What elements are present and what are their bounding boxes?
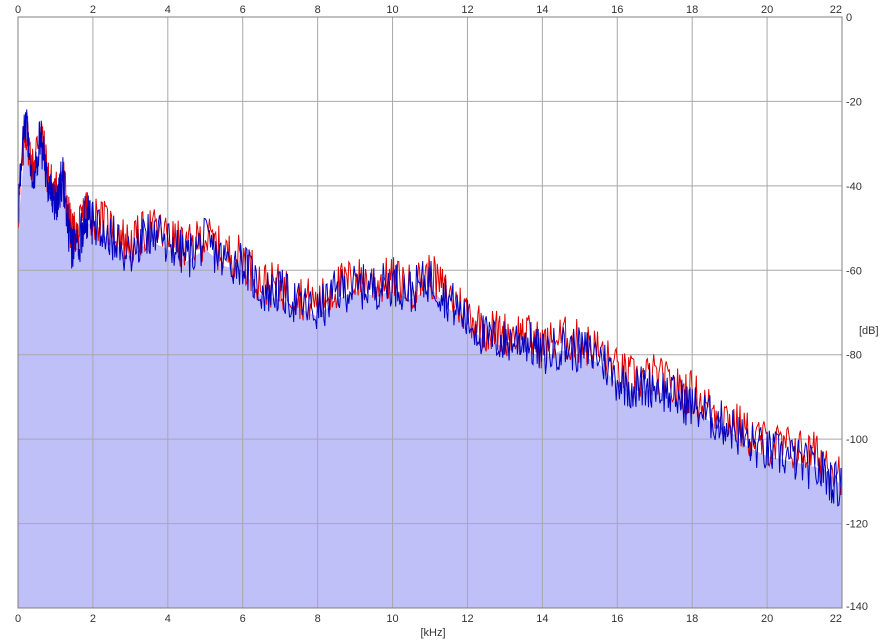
spectrum-fill: [18, 139, 842, 608]
x-tick-label-bottom: 4: [165, 613, 171, 625]
x-tick-label-top: 8: [315, 4, 321, 16]
y-tick-label: 0: [846, 12, 852, 24]
x-tick-label-top: 16: [611, 4, 623, 16]
y-tick-label: -60: [846, 265, 862, 277]
y-tick-label: -80: [846, 350, 862, 362]
y-axis-label: [dB]: [859, 325, 879, 337]
y-tick-label: -40: [846, 181, 862, 193]
x-tick-label-top: 22: [830, 4, 842, 16]
x-tick-label-top: 2: [90, 4, 96, 16]
plot-frame: [17, 16, 843, 609]
x-tick-label-bottom: 18: [686, 613, 698, 625]
series-lines: [17, 109, 843, 507]
x-tick-label-bottom: 8: [315, 613, 321, 625]
area-fill: [18, 139, 842, 608]
x-tick-label-top: 10: [386, 4, 398, 16]
x-tick-label-bottom: 20: [761, 613, 773, 625]
x-tick-label-top: 4: [165, 4, 171, 16]
x-tick-label-bottom: 16: [611, 613, 623, 625]
x-tick-labels-top: 0 2 4 6 8 10 12 14 16 18 20 22: [15, 4, 842, 16]
x-tick-label-bottom: 22: [830, 613, 842, 625]
series-line-2: [17, 109, 843, 507]
x-tick-label-top: 14: [536, 4, 548, 16]
x-tick-label-bottom: 6: [240, 613, 246, 625]
x-axis-label: [kHz]: [420, 627, 445, 639]
y-tick-label: -100: [846, 434, 868, 446]
x-tick-label-top: 12: [461, 4, 473, 16]
grid: [17, 16, 843, 609]
y-tick-label: -20: [846, 96, 862, 108]
y-tick-label: -140: [846, 601, 868, 613]
y-tick-labels: 0 -20 -40 -60 -80 -100 -120 -140: [846, 12, 868, 613]
x-tick-label-top: 18: [686, 4, 698, 16]
x-tick-label-top: 0: [15, 4, 21, 16]
x-tick-label-bottom: 0: [15, 613, 21, 625]
x-tick-label-bottom: 2: [90, 613, 96, 625]
x-tick-label-top: 6: [240, 4, 246, 16]
x-tick-label-bottom: 10: [386, 613, 398, 625]
x-tick-labels-bottom: 0 2 4 6 8 10 12 14 16 18 20 22: [15, 613, 842, 625]
x-tick-label-bottom: 12: [461, 613, 473, 625]
y-tick-label: -120: [846, 519, 868, 531]
x-tick-label-top: 20: [761, 4, 773, 16]
x-tick-label-bottom: 14: [536, 613, 548, 625]
